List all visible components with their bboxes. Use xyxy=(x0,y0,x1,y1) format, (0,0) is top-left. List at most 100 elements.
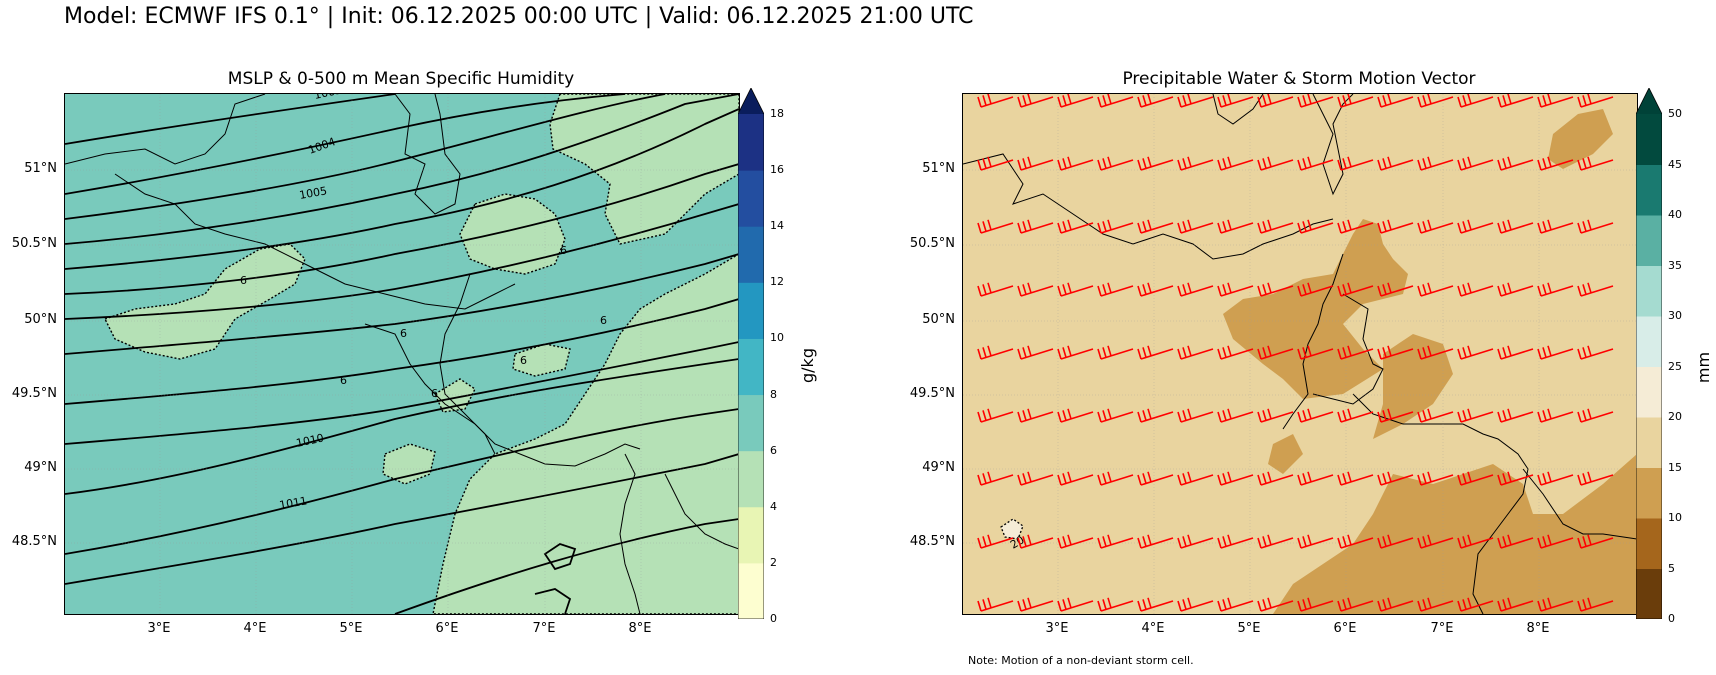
left-gridlines xyxy=(65,94,739,614)
right-colorbar-segment xyxy=(1636,518,1662,569)
storm-motion-barb xyxy=(977,534,1014,549)
storm-motion-barb xyxy=(1217,345,1254,360)
storm-motion-barb xyxy=(1577,94,1614,108)
storm-motion-barb xyxy=(1417,408,1454,423)
storm-motion-barb xyxy=(1017,94,1054,108)
storm-motion-barb xyxy=(1417,534,1454,549)
isobar-label: 1005 xyxy=(298,184,328,202)
right-colorbar-tick: 35 xyxy=(1668,258,1682,272)
storm-motion-barb xyxy=(1537,156,1574,171)
storm-motion-barb xyxy=(1577,534,1614,549)
storm-motion-barb xyxy=(1337,471,1374,486)
storm-motion-barb xyxy=(1577,345,1614,360)
left-colorbar-tick: 6 xyxy=(770,443,777,457)
storm-motion-barb xyxy=(1377,94,1414,108)
storm-motion-barb xyxy=(1417,471,1454,486)
isobar-label: 1011 xyxy=(278,494,308,512)
humidity-4-6-center-region xyxy=(459,193,566,275)
right-colorbar-segment xyxy=(1636,215,1662,266)
storm-motion-barb xyxy=(1177,219,1214,234)
lon-label: 4°E xyxy=(243,621,267,636)
storm-motion-barb xyxy=(1337,282,1374,297)
storm-motion-barb xyxy=(1537,408,1574,423)
right-colorbar-label: mm xyxy=(1694,351,1714,384)
lat-label: 48.5°N xyxy=(909,534,955,549)
storm-motion-barb xyxy=(1377,282,1414,297)
right-colorbar-tick: 10 xyxy=(1668,511,1682,524)
storm-motion-barb xyxy=(1577,219,1614,234)
humidity-label: 6 xyxy=(431,387,438,400)
storm-motion-barb xyxy=(1257,156,1294,171)
lat-label: 49.5°N xyxy=(11,386,57,401)
storm-motion-barb xyxy=(1097,282,1134,297)
storm-motion-barb xyxy=(977,471,1014,486)
right-colorbar-segment xyxy=(1636,568,1662,620)
storm-motion-barb xyxy=(1377,471,1414,486)
storm-motion-barb xyxy=(1577,408,1614,423)
lat-label: 50°N xyxy=(922,312,955,327)
storm-motion-barb xyxy=(1097,534,1134,549)
storm-motion-barb xyxy=(1177,94,1214,108)
humidity-label: 6 xyxy=(520,354,527,367)
right-gridlines xyxy=(963,94,1637,614)
storm-motion-barb xyxy=(1097,94,1134,108)
left-colorbar-segment xyxy=(738,450,764,508)
storm-motion-barb xyxy=(977,94,1014,108)
left-colorbar-tick: 14 xyxy=(770,219,784,233)
storm-motion-barb xyxy=(1217,597,1254,612)
storm-motion-barb xyxy=(1177,345,1214,360)
storm-motion-barb xyxy=(1377,534,1414,549)
storm-motion-barb xyxy=(1577,156,1614,171)
storm-motion-barb xyxy=(1497,534,1534,549)
storm-motion-barb xyxy=(1137,282,1174,297)
storm-motion-barb xyxy=(1017,471,1054,486)
storm-motion-barb xyxy=(1417,345,1454,360)
humidity-4-6-east-region xyxy=(432,253,739,614)
right-colorbar-tick: 50 xyxy=(1668,107,1682,120)
lon-label: 4°E xyxy=(1141,621,1165,636)
storm-motion-barb xyxy=(1057,219,1094,234)
right-colorbar-segment xyxy=(1636,316,1662,367)
humidity-4-6-s-blob xyxy=(382,443,436,485)
right-colorbar-segment xyxy=(1636,164,1662,216)
right-colorbar-segment xyxy=(1636,467,1662,519)
storm-motion-barb xyxy=(1137,408,1174,423)
storm-motion-barb xyxy=(1297,219,1334,234)
right-colorbar-segment xyxy=(1636,265,1662,317)
lat-label: 50.5°N xyxy=(909,236,955,251)
lat-label: 51°N xyxy=(24,161,57,176)
storm-motion-barb xyxy=(977,345,1014,360)
isobar-label: 1010 xyxy=(295,431,325,450)
right-colorbar-svg xyxy=(1635,87,1663,620)
lat-label: 51°N xyxy=(922,161,955,176)
figure-suptitle: Model: ECMWF IFS 0.1° | Init: 06.12.2025… xyxy=(64,4,974,29)
lat-label: 49°N xyxy=(24,460,57,475)
storm-motion-barb xyxy=(1137,94,1174,108)
storm-motion-barb xyxy=(1057,282,1094,297)
storm-motion-barb xyxy=(1377,345,1414,360)
right-colorbar-tick: 45 xyxy=(1668,157,1682,171)
storm-motion-barb xyxy=(1577,282,1614,297)
storm-motion-barb xyxy=(1497,94,1534,108)
left-colorbar-tick: 8 xyxy=(770,387,777,401)
lon-label: 7°E xyxy=(532,621,556,636)
storm-motion-barb xyxy=(977,219,1014,234)
storm-motion-barb xyxy=(1257,219,1294,234)
storm-motion-barb xyxy=(1497,597,1534,612)
storm-motion-barb xyxy=(1337,219,1374,234)
storm-motion-barb xyxy=(1337,408,1374,423)
right-colorbar-segment xyxy=(1636,417,1662,468)
left-colorbar-segment xyxy=(738,282,764,339)
lat-label: 48.5°N xyxy=(11,534,57,549)
storm-motion-barb xyxy=(1497,471,1534,486)
left-colorbar-extend-arrow xyxy=(738,88,764,114)
storm-motion-barb xyxy=(1377,156,1414,171)
right-colorbar-tick: 15 xyxy=(1668,460,1682,474)
storm-motion-barb xyxy=(1497,408,1534,423)
lon-label: 6°E xyxy=(435,621,459,636)
right-colorbar-extend-arrow xyxy=(1636,88,1662,114)
storm-motion-barb xyxy=(1257,282,1294,297)
storm-motion-barb xyxy=(1417,597,1454,612)
storm-motion-barb xyxy=(977,597,1014,612)
humidity-label: 6 xyxy=(400,327,407,340)
